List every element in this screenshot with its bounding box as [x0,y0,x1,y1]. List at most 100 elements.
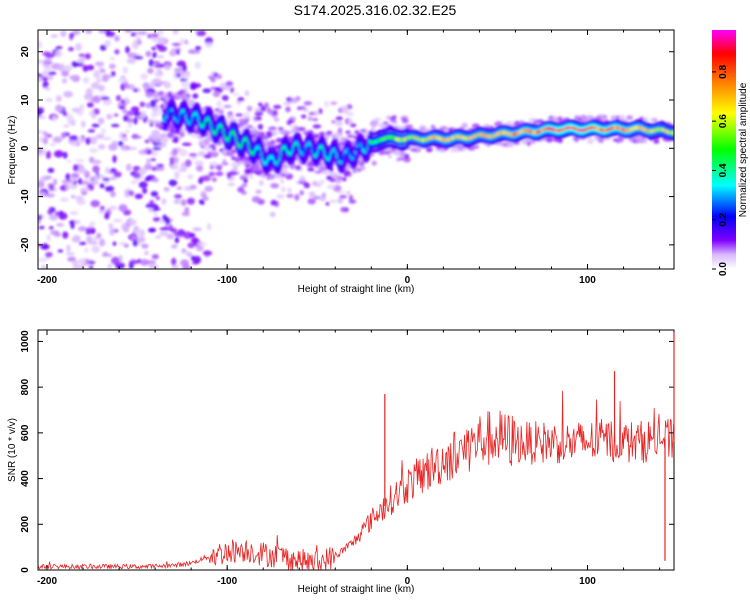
spectrogram-cell [42,69,49,78]
spectrogram-cell [114,35,120,42]
spectrogram-cell [318,131,326,137]
spectrogram-cell [38,148,43,154]
spectrogram-cell [265,130,273,138]
colorbar-tick-label: 0.0 [718,262,729,276]
spectrogram-cell [154,207,161,211]
spectrogram-cell [229,87,235,94]
spectrogram-cell [39,136,44,143]
spectrogram-cell [195,245,204,252]
spectrogram-cell [126,84,136,90]
spectrogram-cell [174,198,181,205]
spectrogram-cell [210,151,220,157]
spectrogram-cell [133,228,142,236]
spectrogram-cell [269,139,276,145]
spectrogram-cell [371,122,377,128]
spectrogram-cell [92,70,101,79]
spectrogram-cell [351,140,357,144]
spectrogram-cell [152,32,159,38]
spectrogram-cell [313,195,321,200]
spectrogram-cell [387,154,392,159]
spectrogram-y-axis-label: Frequency (Hz) [7,116,18,185]
spectrogram-cell [277,167,282,172]
spectrogram-cell [101,253,111,257]
spectrogram-cell [121,147,128,152]
spectrogram-cell [63,90,74,98]
spectrogram-cell [133,117,138,125]
snr-y-tick-label: 0 [20,567,31,573]
spectrogram-cell [72,234,81,243]
spectrogram-cell [329,199,337,204]
spectrogram-cell [171,42,182,47]
spectrogram-cell [172,105,178,110]
spectrogram-cell [354,159,359,164]
spectrogram-cell [134,193,143,200]
spectrogram-cell [557,119,566,123]
spectrogram-cell [71,107,81,113]
spectrogram-cell [61,78,68,84]
spectrogram-cell [187,174,194,180]
spectrogram-cell [257,123,264,130]
spectrogram-cell [268,173,275,180]
spectrogram-cell [107,263,113,269]
spectrogram-cell [147,33,153,39]
spectrogram-cell [161,137,169,143]
spectrogram-cell [126,58,137,64]
spectrogram-cell [153,98,160,102]
spectrogram-cell [235,113,244,117]
spectrogram-cell [90,227,96,235]
spectrogram-cell [72,30,81,36]
spectrogram-cell [82,77,90,84]
spectrogram-cell [72,260,80,268]
spectrogram-cell [109,228,115,236]
spectrogram-cell [221,117,226,122]
spectrogram-cell [207,151,213,155]
spectrogram-cell [140,259,149,266]
spectrogram-cell [38,214,42,220]
spectrogram-x-tick-label: -100 [217,275,237,286]
spectrogram-cell [230,149,238,154]
spectrogram-cell [307,198,316,205]
spectrogram-cell [597,137,605,144]
spectrogram-cell [189,184,197,190]
spectrogram-cell [190,255,195,261]
spectrogram-cell [337,198,344,204]
spectrogram-y-tick-label: 20 [20,46,31,58]
spectrogram-cell [55,50,63,58]
spectrogram-cell [294,193,300,201]
spectrogram-cell [343,171,348,178]
spectrogram-cell [270,199,277,206]
spectrogram-cell [84,53,91,60]
spectrogram-cell [157,55,165,59]
spectrogram-cell [471,123,480,129]
spectrogram-cell [127,123,133,128]
spectrogram-cell [131,41,140,50]
spectrogram-cell [92,248,99,253]
spectrogram-cell [38,191,46,198]
spectrogram-cell [63,124,70,128]
spectrogram-cell [545,136,553,142]
spectrogram-cell [168,179,178,187]
spectrogram-cell [77,226,87,232]
spectrogram-cell [176,186,183,190]
spectrogram-cell [79,187,90,192]
spectrogram-cell [86,102,94,108]
spectrogram-cell [187,49,197,54]
spectrogram-cell [157,144,162,149]
spectrogram-cell [308,112,316,116]
spectrogram-cell [194,61,202,69]
spectrogram-cell [166,233,175,240]
spectrogram-cell [127,219,137,226]
spectrogram-cell [278,164,284,169]
spectrogram-cell [250,165,255,170]
snr-x-tick-label: -100 [217,576,237,587]
spectrogram-cell [300,114,307,119]
spectrogram-cell [65,173,71,181]
spectrogram-cell [426,148,433,153]
spectrogram-cell [181,142,192,146]
spectrogram-cell [122,133,127,138]
spectrogram-cell [248,173,254,180]
spectrogram-cell [335,120,343,127]
spectrogram-cell [228,152,234,157]
spectrogram-cell [326,131,333,135]
snr-y-ticks: 0 200 400 600 800 1000 [20,330,674,573]
